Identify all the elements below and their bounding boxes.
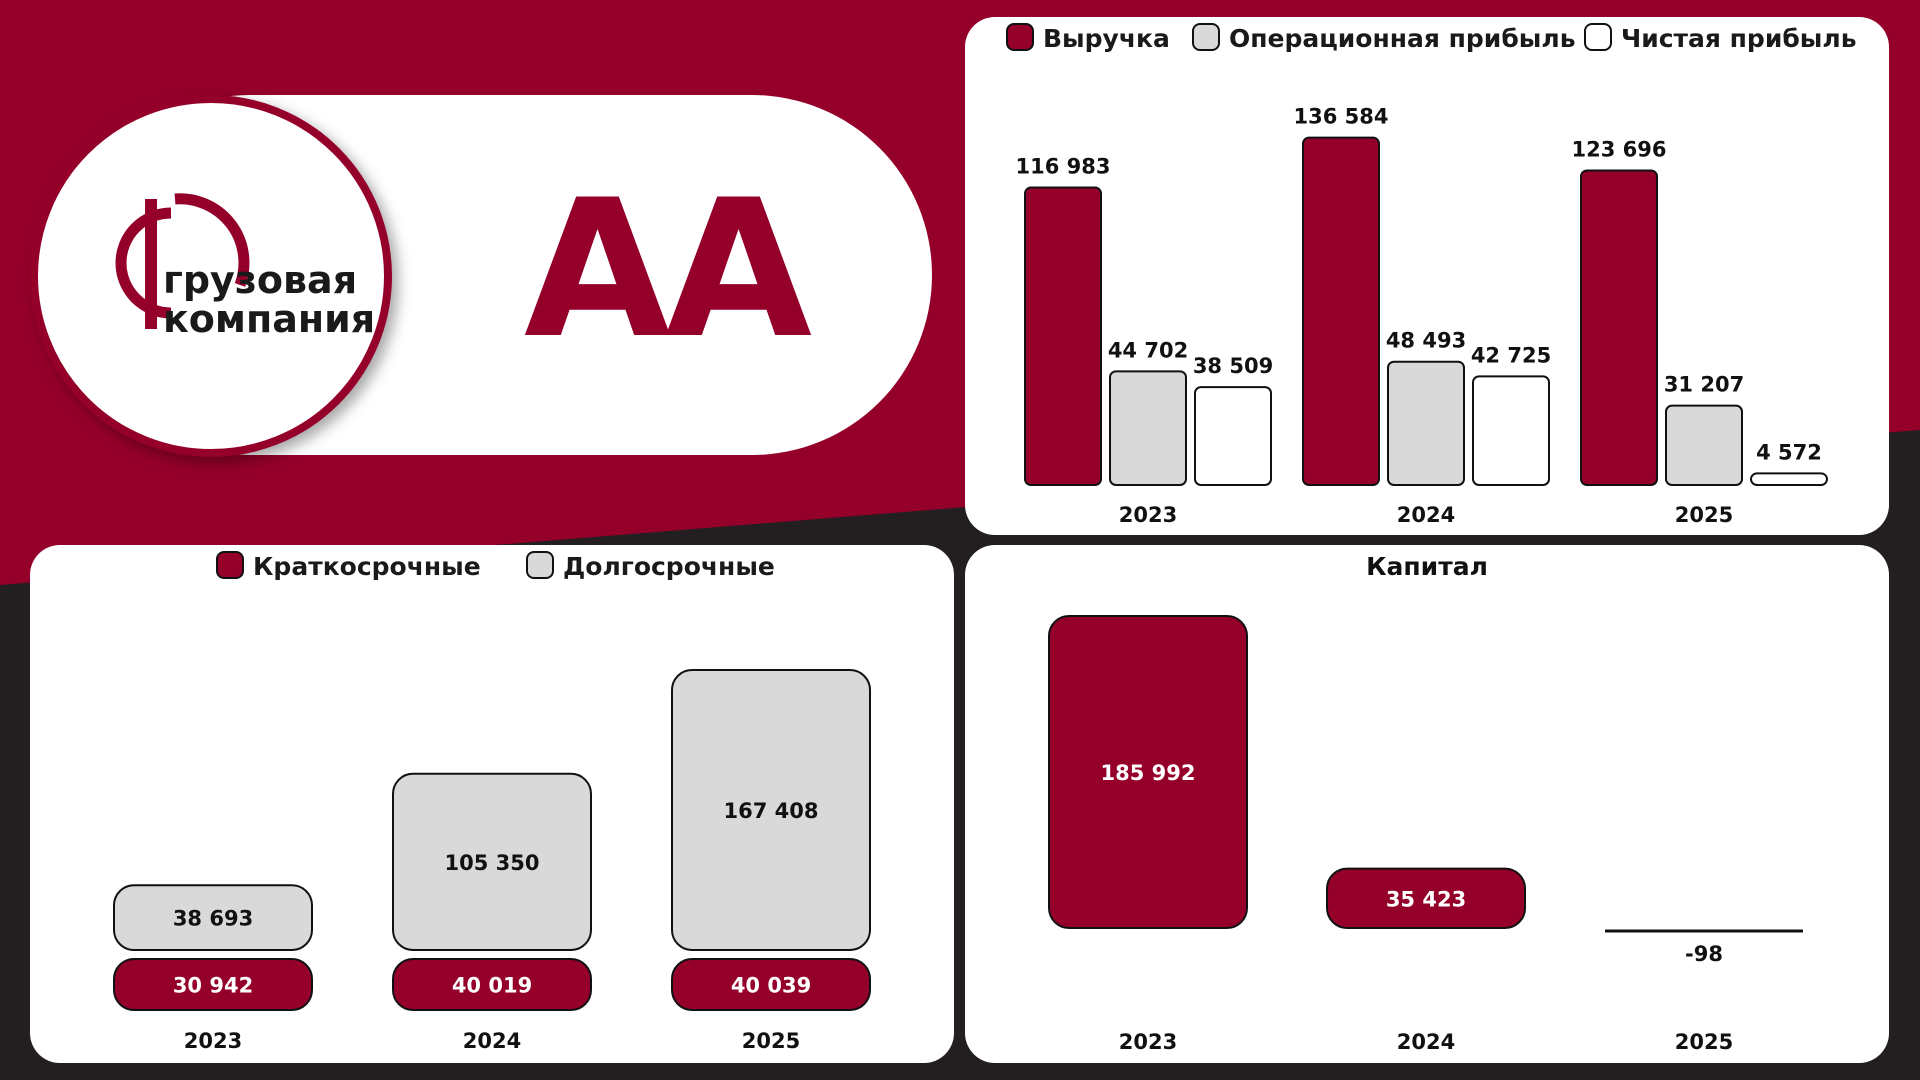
debt-panel: Краткосрочные Долгосрочные 30 942 38 693 202…	[30, 545, 954, 1063]
bar-2025-0	[1580, 169, 1658, 486]
bar-2025-1	[1665, 404, 1743, 486]
data-label-2025-0: 123 696	[1572, 137, 1667, 161]
legend-swatch-2	[1584, 23, 1612, 51]
data-label-2025-1: 31 207	[1664, 373, 1744, 397]
legend-label-0: Краткосрочные	[253, 552, 481, 581]
capital-chart: Капитал 185 992 2023 35 423 2024 -98 2025	[1048, 552, 1803, 1054]
bar-short-2023	[113, 958, 313, 1011]
logo-line1: грузовая	[163, 258, 357, 302]
legend-swatch-0	[216, 551, 244, 579]
x-tick-2025: 2025	[1675, 1030, 1733, 1054]
chart-title: Капитал	[1366, 552, 1488, 581]
data-label-2024-0: 136 584	[1294, 105, 1389, 129]
x-tick-2025: 2025	[742, 1029, 800, 1053]
bar-2024	[1326, 867, 1526, 929]
legend-swatch-0	[1006, 23, 1034, 51]
data-label-2023-1: 44 702	[1108, 338, 1188, 362]
data-label-long-2024: 105 350	[445, 851, 540, 875]
bar-2024-0	[1302, 136, 1380, 486]
x-tick-2025: 2025	[1675, 503, 1733, 527]
logo-line2: компания	[163, 297, 375, 341]
bar-2024-1	[1387, 360, 1465, 487]
x-tick-2024: 2024	[1397, 1030, 1455, 1054]
company-logo	[30, 95, 392, 457]
bar-2023-2	[1194, 386, 1272, 486]
data-label-2024-1: 48 493	[1386, 329, 1466, 353]
debt-chart: Краткосрочные Долгосрочные 30 942 38 693 202…	[113, 551, 871, 1053]
revenue-profit-panel: Выручка Операционная прибыль Чистая прибыл…	[965, 17, 1889, 535]
bar-long-2025	[671, 669, 871, 951]
bar-2023	[1048, 615, 1248, 929]
legend-label-1: Операционная прибыль	[1229, 24, 1576, 53]
x-tick-2024: 2024	[463, 1029, 521, 1053]
data-label-2025: -98	[1685, 942, 1723, 966]
x-tick-2023: 2023	[1119, 1030, 1177, 1054]
data-label-short-2025: 40 039	[731, 974, 811, 998]
revenue-profit-chart: Выручка Операционная прибыль Чистая прибыл…	[1006, 23, 1857, 527]
bar-2023-1	[1109, 370, 1187, 486]
data-label-2023-0: 116 983	[1016, 155, 1111, 179]
data-label-long-2025: 167 408	[724, 799, 819, 823]
data-label-2025-2: 4 572	[1756, 440, 1822, 464]
x-tick-2024: 2024	[1397, 503, 1455, 527]
bar-short-2025	[671, 958, 871, 1011]
legend-swatch-1	[1192, 23, 1220, 51]
x-tick-2023: 2023	[1119, 503, 1177, 527]
data-label-2023: 185 992	[1101, 761, 1196, 785]
legend-swatch-1	[526, 551, 554, 579]
bar-long-2024	[392, 772, 592, 951]
bar-short-2024	[392, 958, 592, 1011]
bar-2023-0	[1024, 186, 1102, 487]
credit-rating: AA	[523, 159, 812, 380]
bar-2024-2	[1472, 375, 1550, 486]
legend-label-0: Выручка	[1043, 24, 1170, 53]
data-label-2024-2: 42 725	[1471, 343, 1551, 367]
x-tick-2023: 2023	[184, 1029, 242, 1053]
capital-panel: Капитал 185 992 2023 35 423 2024 -98 2025	[965, 545, 1889, 1063]
data-label-short-2024: 40 019	[452, 974, 532, 998]
data-label-2024: 35 423	[1386, 887, 1466, 911]
data-label-2023-2: 38 509	[1193, 354, 1273, 378]
legend-label-2: Чистая прибыль	[1621, 24, 1857, 53]
data-label-long-2023: 38 693	[173, 907, 253, 931]
bar-long-2023	[113, 884, 313, 952]
legend-label-1: Долгосрочные	[563, 552, 775, 581]
logo-mark-icon: грузовая компания	[115, 193, 375, 341]
data-label-short-2023: 30 942	[173, 974, 253, 998]
bar-2025-2	[1750, 472, 1828, 486]
